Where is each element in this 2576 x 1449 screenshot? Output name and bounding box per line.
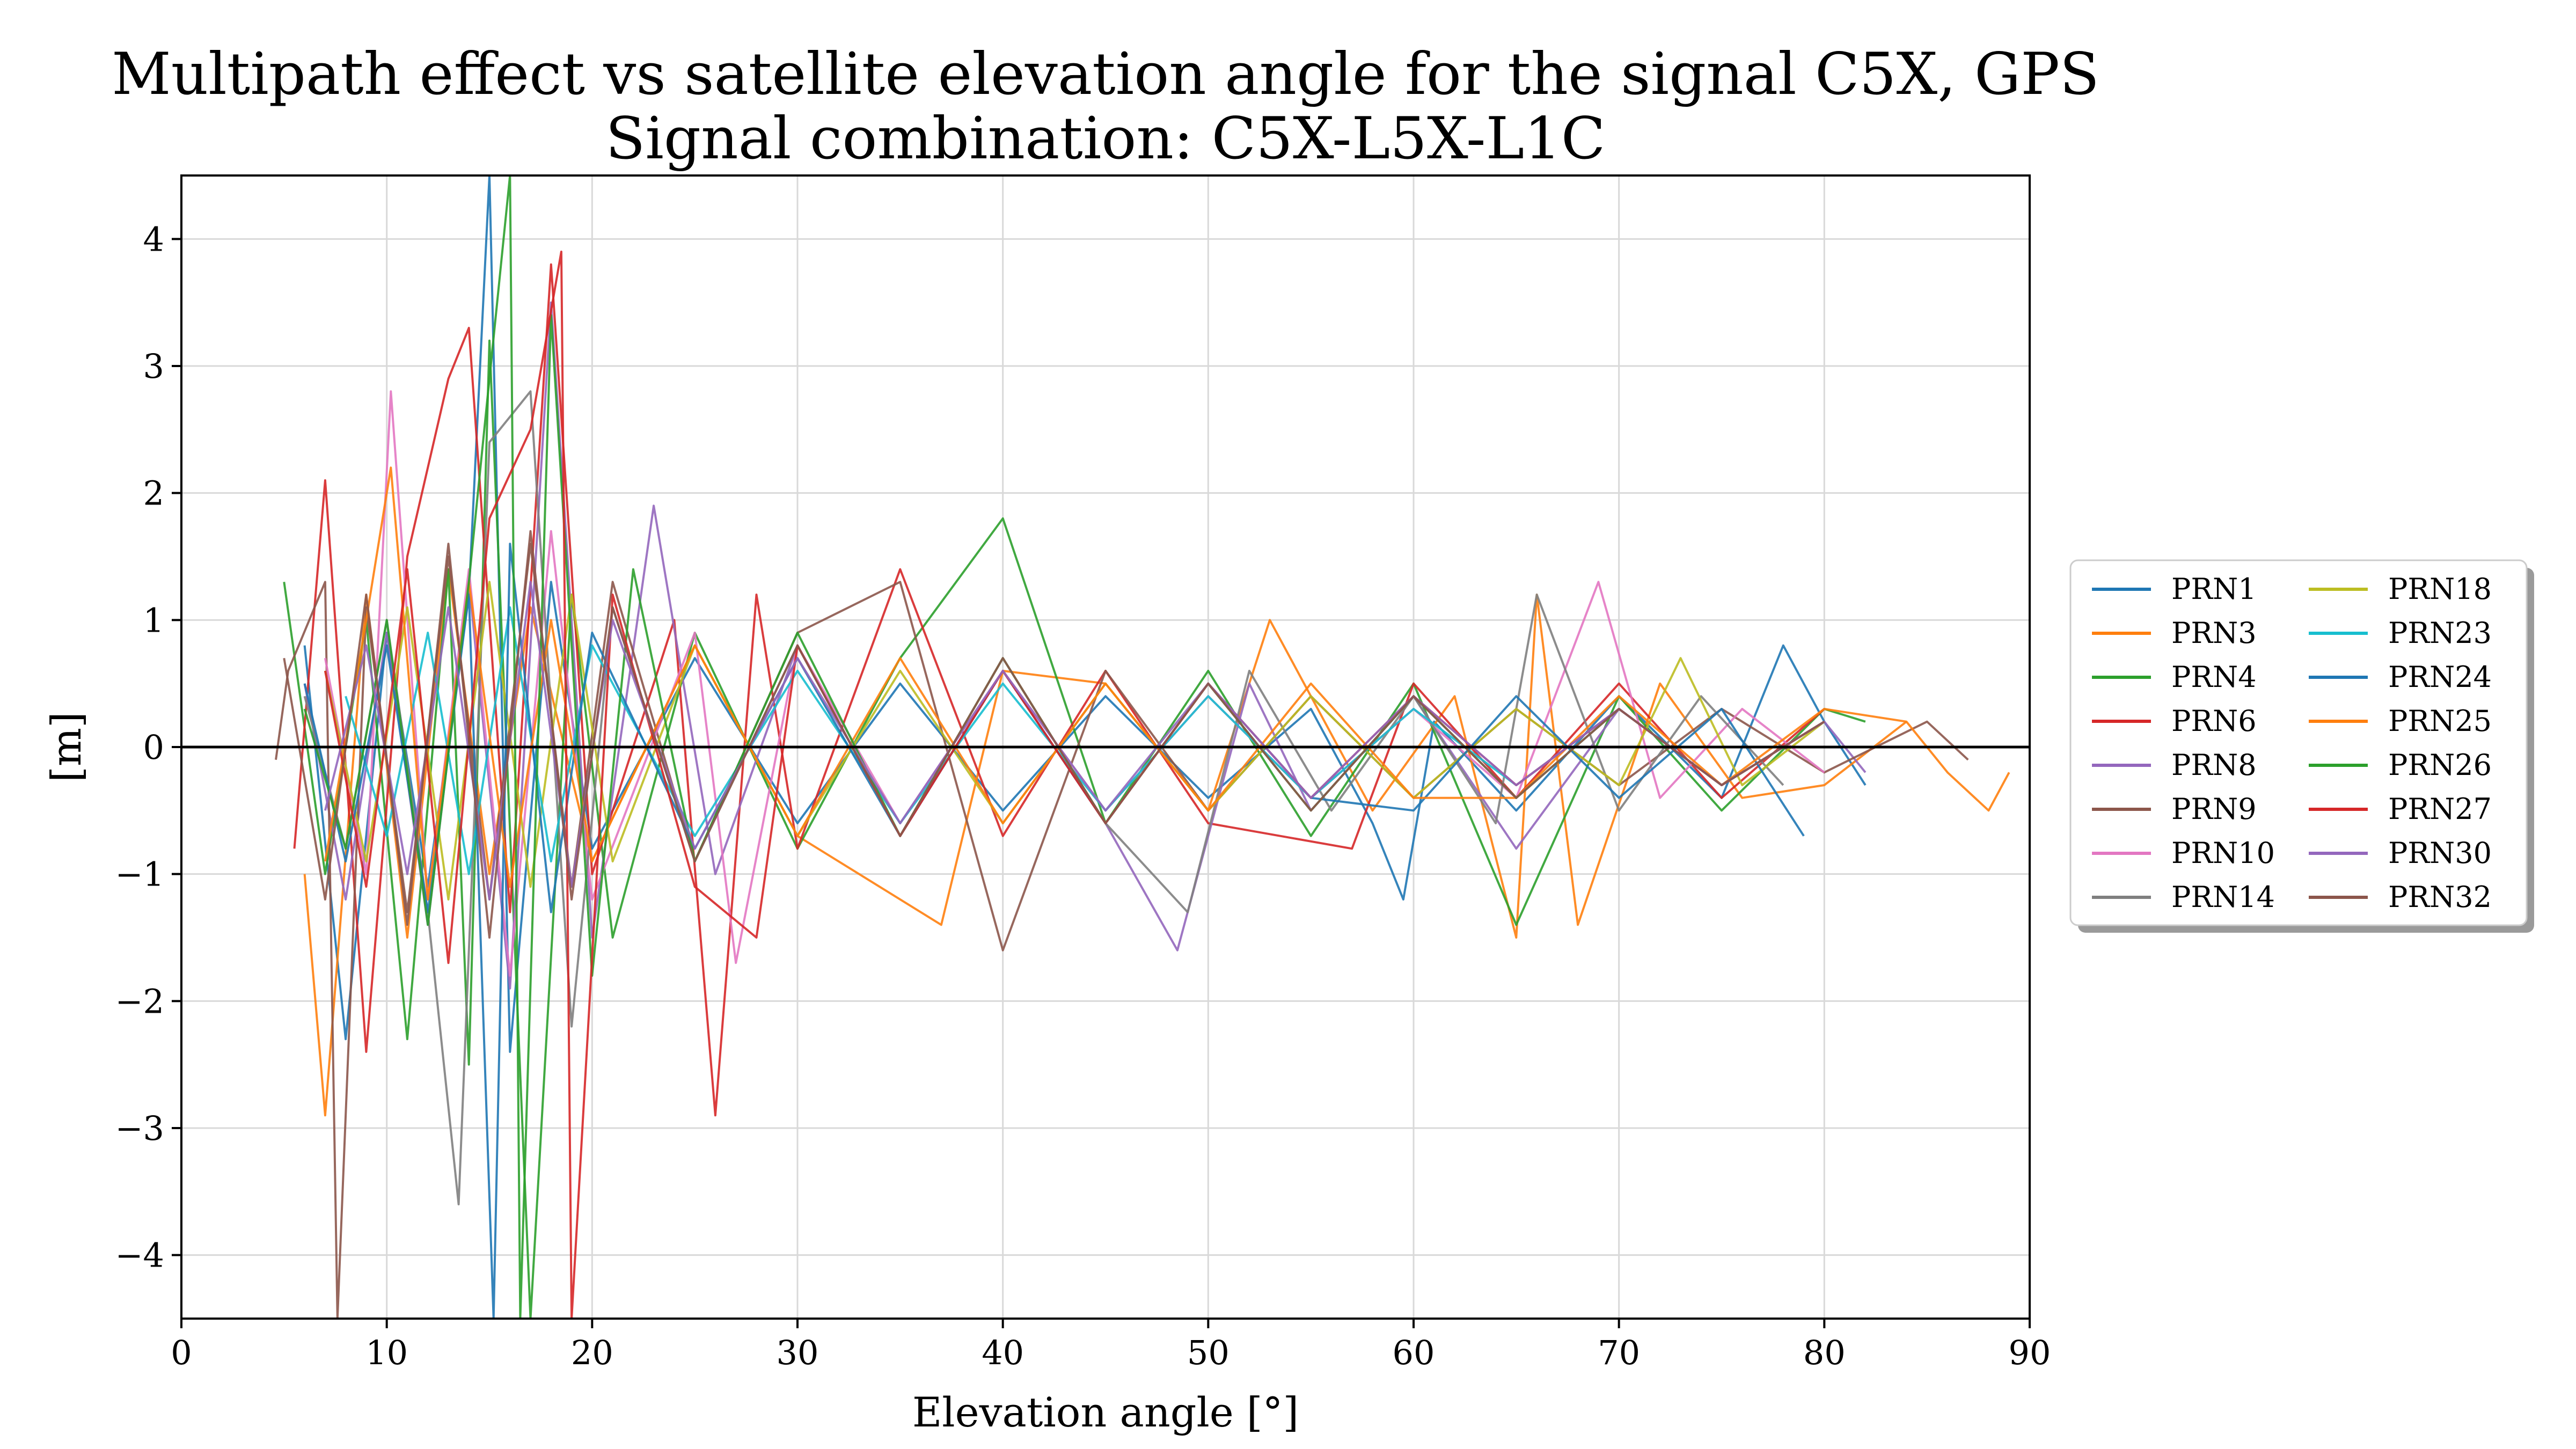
legend-label: PRN6: [2171, 704, 2257, 738]
legend-label: PRN27: [2388, 792, 2492, 826]
y-tick-label: −1: [115, 855, 164, 894]
series-line-prn6: [293, 263, 1825, 1117]
x-axis-label: Elevation angle [°]: [912, 1388, 1299, 1436]
y-tick-label: 1: [143, 601, 164, 640]
y-axis-label: [m]: [42, 712, 90, 782]
legend-label: PRN10: [2171, 836, 2275, 870]
legend-label: PRN23: [2388, 616, 2492, 650]
y-tick-label: −4: [115, 1236, 164, 1275]
legend-label: PRN32: [2388, 880, 2492, 914]
series-line-prn3: [303, 568, 1907, 1117]
y-tick-label: −3: [115, 1109, 164, 1148]
x-tick-label: 80: [1803, 1333, 1846, 1372]
legend-label: PRN30: [2388, 836, 2492, 870]
plot-series: [275, 175, 2010, 1319]
legend-label: PRN25: [2388, 704, 2492, 738]
legend-label: PRN9: [2171, 792, 2257, 826]
y-tick-label: 3: [143, 347, 164, 386]
legend-label: PRN1: [2171, 572, 2257, 606]
y-axis: −4 −3 −2 −1 0 1 2 3 4: [115, 219, 181, 1275]
x-tick-label: 10: [365, 1333, 408, 1372]
x-tick-label: 30: [777, 1333, 819, 1372]
series-line-prn18: [324, 581, 1825, 901]
chart-subtitle: Signal combination: C5X-L5X-L1C: [605, 105, 1605, 172]
legend-label: PRN24: [2388, 660, 2492, 694]
legend-label: PRN3: [2171, 616, 2257, 650]
x-tick-label: 20: [571, 1333, 613, 1372]
legend-label: PRN26: [2388, 748, 2492, 782]
legend-label: PRN14: [2171, 880, 2275, 914]
series-line-prn4: [283, 339, 1866, 1319]
x-axis: 0 10 20 30 40 50 60 70 80 90: [171, 1319, 2051, 1372]
legend: PRN1 PRN3 PRN4 PRN6 PRN8 PRN9 PRN10 PRN14 PRN18 P…: [2069, 559, 2534, 933]
x-tick-label: 70: [1598, 1333, 1640, 1372]
x-tick-label: 50: [1187, 1333, 1230, 1372]
legend-box: [2069, 559, 2528, 926]
legend-label: PRN8: [2171, 748, 2257, 782]
series-line-prn32: [283, 530, 1825, 939]
x-tick-label: 90: [2009, 1333, 2051, 1372]
y-tick-label: 2: [143, 474, 164, 513]
y-tick-label: 0: [143, 728, 164, 767]
y-tick-label: −2: [115, 982, 164, 1021]
legend-label: PRN4: [2171, 660, 2257, 694]
legend-label: PRN18: [2388, 572, 2492, 606]
x-tick-label: 60: [1393, 1333, 1435, 1372]
x-tick-label: 40: [982, 1333, 1024, 1372]
y-tick-label: 4: [143, 219, 164, 259]
x-tick-label: 0: [171, 1333, 192, 1372]
series-line-prn27: [324, 251, 1825, 1319]
chart-title: Multipath effect vs satellite elevation …: [112, 41, 2099, 108]
grid-lines: [180, 175, 2031, 1319]
